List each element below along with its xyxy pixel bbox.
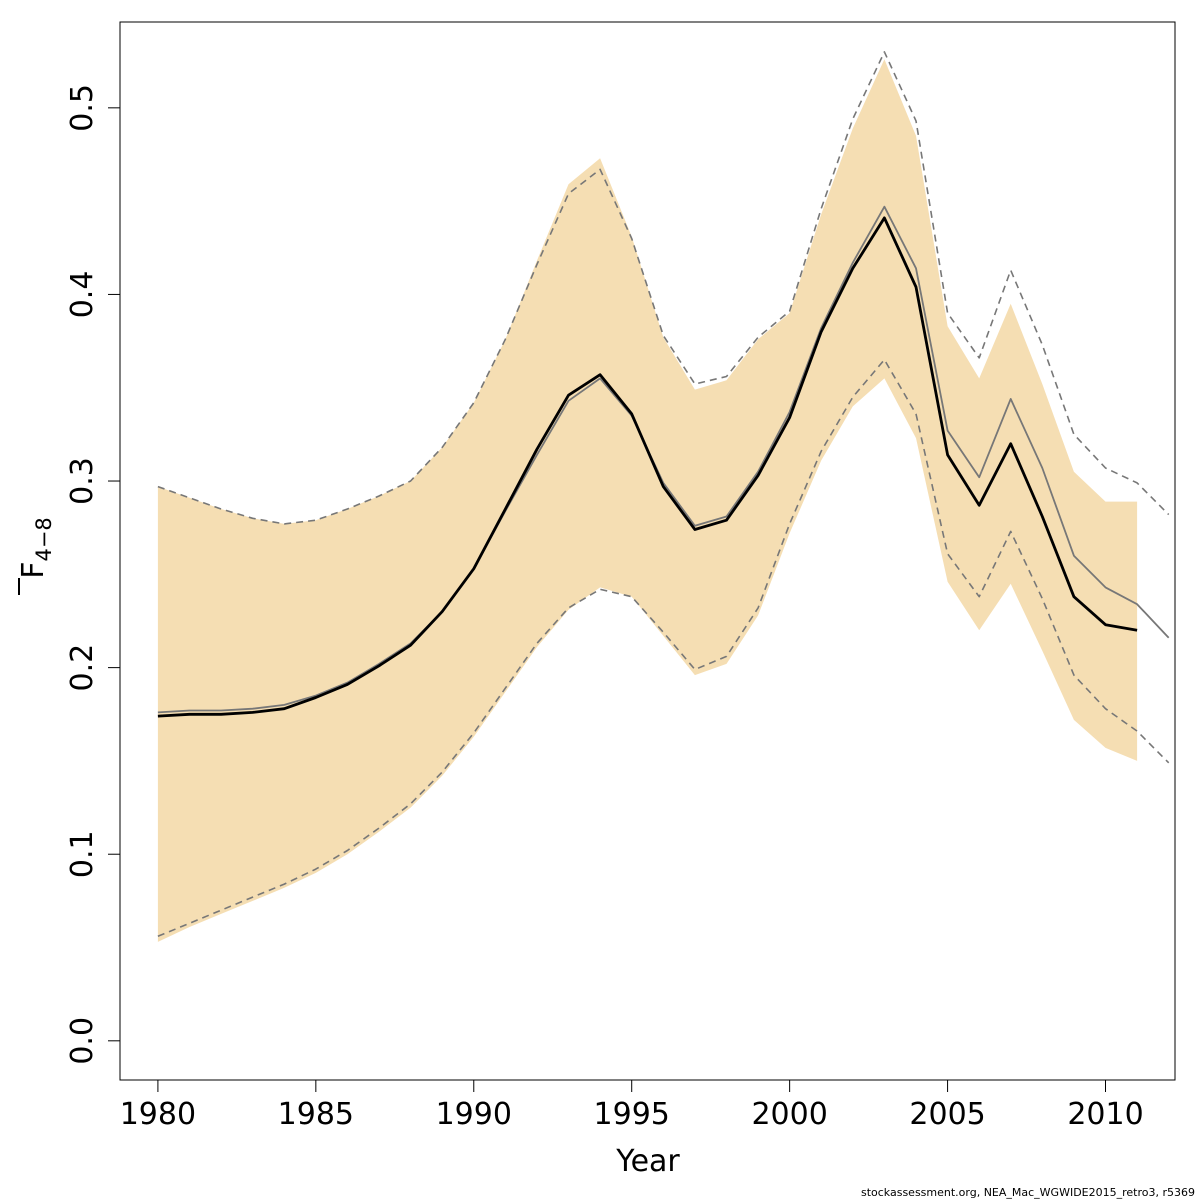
y-tick-label: 0.3 (65, 457, 100, 505)
svg-text:F4−8: F4−8 (16, 517, 56, 579)
x-tick-label: 2000 (751, 1097, 827, 1132)
x-tick-label: 1995 (594, 1097, 670, 1132)
y-axis: 0.0 0.1 0.2 0.3 0.4 0.5 (65, 84, 121, 1065)
x-tick-label: 1985 (278, 1097, 354, 1132)
x-tick-label: 1980 (120, 1097, 196, 1132)
y-tick-label: 0.0 (65, 1017, 100, 1065)
y-axis-title-sub: 4−8 (32, 517, 56, 561)
x-tick-label: 2005 (909, 1097, 985, 1132)
previous-lower-ci-line (157, 358, 1170, 938)
x-axis: 1980 1985 1990 1995 2000 2005 2010 (120, 1079, 1144, 1132)
footer-credit: stockassessment.org, NEA_Mac_WGWIDE2015_… (861, 1186, 1195, 1199)
x-tick-label: 1990 (436, 1097, 512, 1132)
x-tick-label: 2010 (1067, 1097, 1143, 1132)
y-axis-title: F4−8 (16, 517, 56, 595)
confidence-band (157, 59, 1138, 942)
y-tick-label: 0.5 (65, 84, 100, 132)
x-axis-title: Year (615, 1144, 680, 1179)
y-tick-label: 0.1 (65, 830, 100, 878)
estimate-line (157, 216, 1138, 718)
previous-upper-ci-line (157, 51, 1170, 525)
series-layer (157, 51, 1170, 938)
y-tick-label: 0.2 (65, 644, 100, 692)
confidence-band-layer (157, 59, 1138, 942)
y-axis-title-main: F (16, 562, 51, 579)
y-tick-label: 0.4 (65, 271, 100, 319)
previous-estimate-line (157, 205, 1170, 714)
